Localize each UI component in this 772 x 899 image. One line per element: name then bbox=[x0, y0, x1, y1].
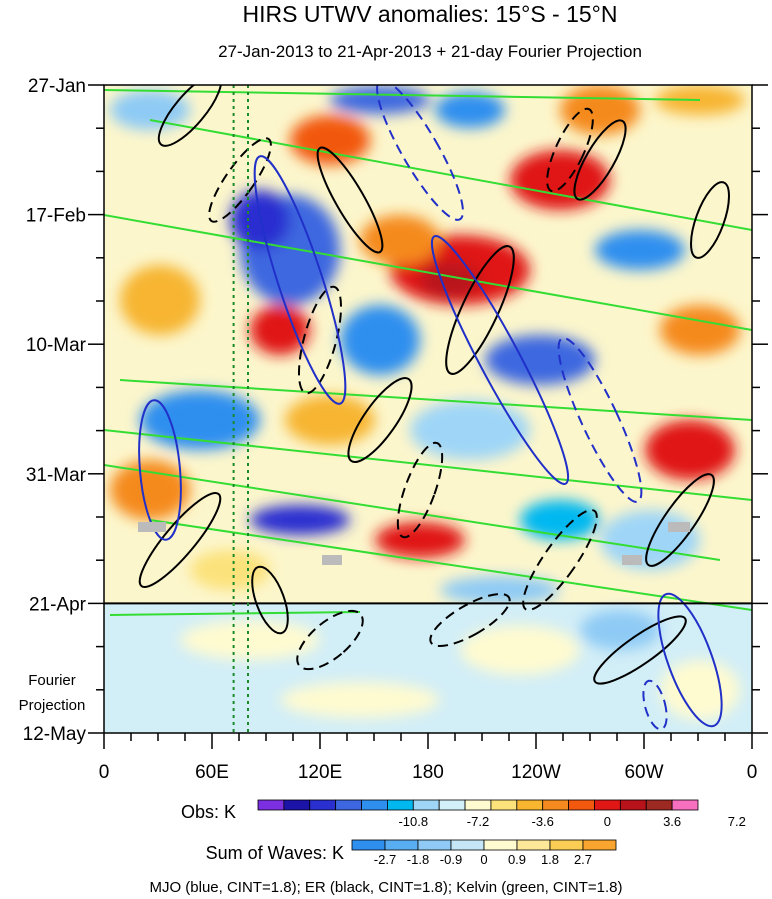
obs-anomaly-field bbox=[110, 85, 745, 604]
chart-subtitle: 27-Jan-2013 to 21-Apr-2013 + 21-day Four… bbox=[218, 42, 642, 61]
obs-legend-swatch bbox=[438, 799, 466, 811]
waves-legend-tick-label: 0 bbox=[480, 852, 487, 867]
obs-legend-swatch bbox=[619, 799, 647, 811]
obs-legend-swatch bbox=[412, 799, 440, 811]
plot-area bbox=[104, 85, 752, 733]
obs-legend-swatch bbox=[516, 799, 544, 811]
x-tick-label: 180 bbox=[412, 762, 444, 783]
x-axis: 0 60E 120E 180 120W 60W 0 bbox=[99, 733, 758, 783]
waves-legend-swatch bbox=[516, 839, 551, 851]
x-tick-label: 120E bbox=[298, 762, 342, 783]
projection-label-line2: Projection bbox=[19, 697, 86, 714]
x-tick-label: 120W bbox=[511, 762, 561, 783]
y-tick-label: 31-Mar bbox=[26, 465, 87, 486]
waves-legend-swatch bbox=[582, 839, 617, 851]
x-tick-label: 60W bbox=[624, 762, 663, 783]
obs-legend-tick-label: -10.8 bbox=[398, 814, 428, 829]
y-axis: 27-Jan 17-Feb 10-Mar 31-Mar 21-Apr 12-May bbox=[23, 76, 768, 745]
obs-legend-swatch bbox=[335, 799, 362, 811]
obs-legend-tick-label: 7.2 bbox=[728, 814, 746, 829]
obs-legend-swatch bbox=[361, 799, 388, 811]
obs-legend-swatch bbox=[645, 799, 673, 811]
waves-legend-swatch bbox=[351, 839, 386, 851]
waves-legend-swatch bbox=[450, 839, 485, 851]
obs-legend-label: Obs: K bbox=[181, 802, 236, 822]
obs-legend-swatch bbox=[283, 799, 311, 811]
waves-legend-tick-label: 2.7 bbox=[574, 852, 592, 867]
obs-legend-swatch bbox=[309, 799, 337, 811]
reference-longitude-lines bbox=[232, 85, 249, 733]
y-tick-label: 17-Feb bbox=[26, 206, 86, 227]
obs-legend-swatch bbox=[568, 799, 595, 811]
y-tick-label: 27-Jan bbox=[28, 76, 86, 97]
y-tick-label: 12-May bbox=[23, 724, 87, 745]
obs-legend-tick-label: 3.6 bbox=[663, 814, 681, 829]
x-tick-label: 60E bbox=[195, 762, 229, 783]
waves-legend-tick-label: -0.9 bbox=[440, 852, 462, 867]
obs-legend-tick-label: -7.2 bbox=[467, 814, 489, 829]
missing-data bbox=[138, 522, 690, 565]
waves-legend-tick-label: 1.8 bbox=[541, 852, 559, 867]
waves-legend-tick-label: -2.7 bbox=[374, 852, 396, 867]
waves-legend-swatch bbox=[384, 839, 419, 851]
obs-legend-tick-label: 0 bbox=[604, 814, 611, 829]
footer-caption: MJO (blue, CINT=1.8); ER (black, CINT=1.… bbox=[149, 879, 622, 896]
obs-legend: Obs: K -10.8-7.2-3.603.67.210.8 bbox=[181, 799, 746, 829]
obs-legend-swatch bbox=[490, 799, 518, 811]
obs-legend-swatch bbox=[671, 799, 699, 811]
er-contours bbox=[138, 85, 730, 685]
obs-legend-swatch bbox=[257, 799, 285, 811]
mjo-contours-dashed bbox=[376, 85, 668, 731]
waves-legend: Sum of Waves: K -2.7 -1.8 -0.9 0 0.9 1.8 2.7 bbox=[206, 839, 617, 867]
mjo-contours bbox=[138, 155, 723, 728]
obs-legend-swatch bbox=[387, 799, 414, 811]
waves-legend-swatch bbox=[417, 839, 452, 851]
obs-legend-swatch bbox=[594, 799, 621, 811]
er-contours-dashed bbox=[208, 107, 598, 671]
x-tick-label: 0 bbox=[99, 762, 110, 783]
obs-legend-swatch bbox=[464, 799, 492, 811]
y-tick-label: 21-Apr bbox=[29, 594, 87, 615]
waves-legend-tick-label: 0.9 bbox=[508, 852, 526, 867]
waves-legend-swatch bbox=[483, 839, 518, 851]
x-tick-label: 0 bbox=[747, 762, 758, 783]
projection-field bbox=[180, 610, 740, 720]
obs-legend-swatch bbox=[542, 799, 569, 811]
obs-legend-tick-label: -3.6 bbox=[532, 814, 554, 829]
waves-legend-swatch bbox=[549, 839, 584, 851]
y-tick-label: 10-Mar bbox=[26, 335, 87, 356]
projection-label-line1: Fourier bbox=[28, 672, 76, 689]
chart-title: HIRS UTWV anomalies: 15°S - 15°N bbox=[242, 1, 617, 27]
waves-legend-tick-label: -1.8 bbox=[407, 852, 429, 867]
waves-legend-label: Sum of Waves: K bbox=[206, 843, 344, 863]
